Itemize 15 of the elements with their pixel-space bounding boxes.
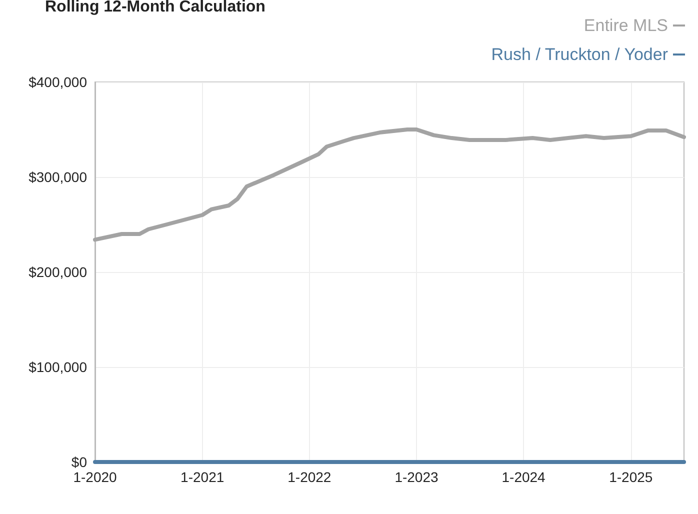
y-tick-label: $200,000 <box>28 264 88 280</box>
chart-title: Rolling 12-Month Calculation <box>45 0 266 16</box>
x-tick-label: 1-2023 <box>394 469 438 485</box>
line-series <box>93 128 686 242</box>
x-tick-label: 1-2021 <box>180 469 224 485</box>
x-tick-label: 1-2024 <box>502 469 546 485</box>
y-tick-label: $300,000 <box>28 169 88 185</box>
y-tick-label: $400,000 <box>28 74 88 90</box>
legend-label: Entire MLS <box>584 16 668 35</box>
y-tick-label: $0 <box>71 454 88 470</box>
x-tick-label: 1-2022 <box>288 469 332 485</box>
x-tick-label: 1-2025 <box>609 469 653 485</box>
legend-label: Rush / Truckton / Yoder <box>491 45 668 64</box>
y-tick-label: $100,000 <box>28 359 88 375</box>
x-tick-label: 1-2020 <box>73 469 118 485</box>
